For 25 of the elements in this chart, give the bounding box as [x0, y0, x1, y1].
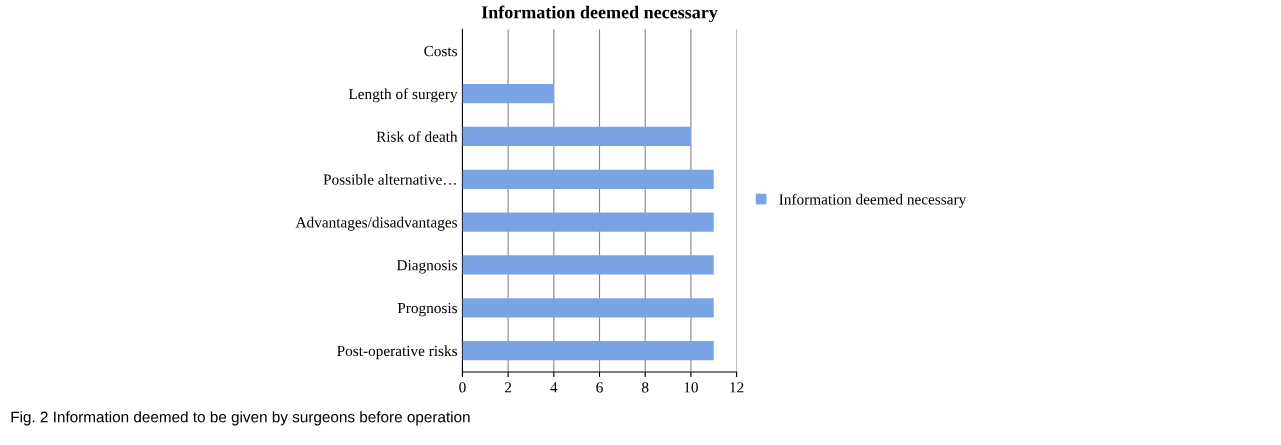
x-tick-label: 8	[641, 382, 649, 393]
legend-label: Information deemed necessary	[779, 193, 967, 208]
y-tick-label: Costs	[424, 45, 458, 57]
bar	[462, 212, 714, 232]
y-tick-label: Length of surgery	[348, 88, 458, 103]
y-tick-label: Post-operative risks	[337, 345, 458, 360]
bar	[462, 83, 554, 104]
x-tick-label: 6	[596, 382, 603, 393]
y-tick-label: Risk of death	[376, 130, 458, 142]
bar	[462, 126, 691, 147]
caption: Fig. 2 Information deemed to be given by surgeons before operation	[11, 411, 470, 426]
x-tick-label: 10	[684, 382, 698, 393]
y-tick-label: Possible alternative…	[323, 173, 456, 185]
bar	[462, 340, 714, 361]
y-tick-label: Advantages/disadvantages	[295, 216, 458, 231]
x-tick-label: 0	[459, 382, 466, 393]
bar	[462, 298, 714, 318]
x-tick-label: 12	[730, 382, 744, 393]
x-tick-label: 4	[550, 382, 558, 393]
y-tick-label: Diagnosis	[396, 260, 458, 274]
bar	[462, 255, 714, 275]
chart-title: Information deemed necessary	[481, 5, 718, 23]
bar	[462, 169, 714, 189]
x-tick-label: 2	[504, 382, 512, 393]
y-tick-label: Prognosis	[397, 302, 458, 317]
